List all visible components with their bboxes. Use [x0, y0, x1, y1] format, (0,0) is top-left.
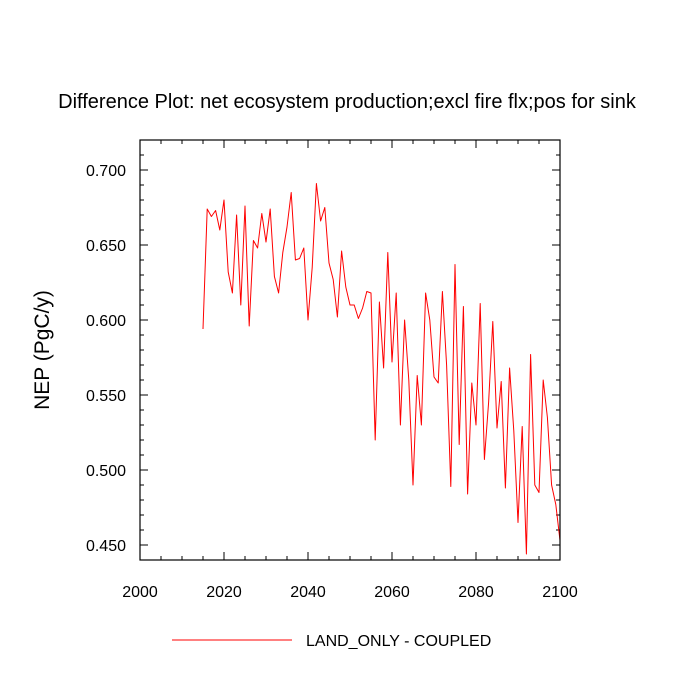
y-tick-label: 0.450 — [86, 538, 126, 555]
x-tick-label: 2040 — [290, 584, 326, 601]
y-axis-ticks: 0.450 0.500 0.550 0.600 0.650 0.700 — [86, 139, 560, 561]
x-tick-label: 2100 — [542, 584, 578, 601]
y-axis-label: NEP (PgC/y) — [31, 290, 54, 410]
legend: LAND_ONLY - COUPLED — [172, 633, 491, 650]
y-tick-label: 0.500 — [86, 463, 126, 480]
y-tick-label: 0.700 — [86, 163, 126, 180]
x-tick-label: 2000 — [122, 584, 158, 601]
series-layer — [202, 183, 561, 555]
chart-title: Difference Plot: net ecosystem productio… — [58, 91, 637, 113]
y-tick-label: 0.600 — [86, 313, 126, 330]
plot-frame — [139, 139, 561, 561]
x-tick-label: 2060 — [374, 584, 410, 601]
x-tick-label: 2020 — [206, 584, 242, 601]
x-tick-label: 2080 — [458, 584, 494, 601]
y-tick-label: 0.550 — [86, 388, 126, 405]
legend-label: LAND_ONLY - COUPLED — [306, 633, 491, 650]
x-axis-ticks: 2000 2020 2040 2060 2080 2100 — [122, 140, 578, 601]
y-tick-label: 0.650 — [86, 238, 126, 255]
series-line — [202, 183, 561, 555]
